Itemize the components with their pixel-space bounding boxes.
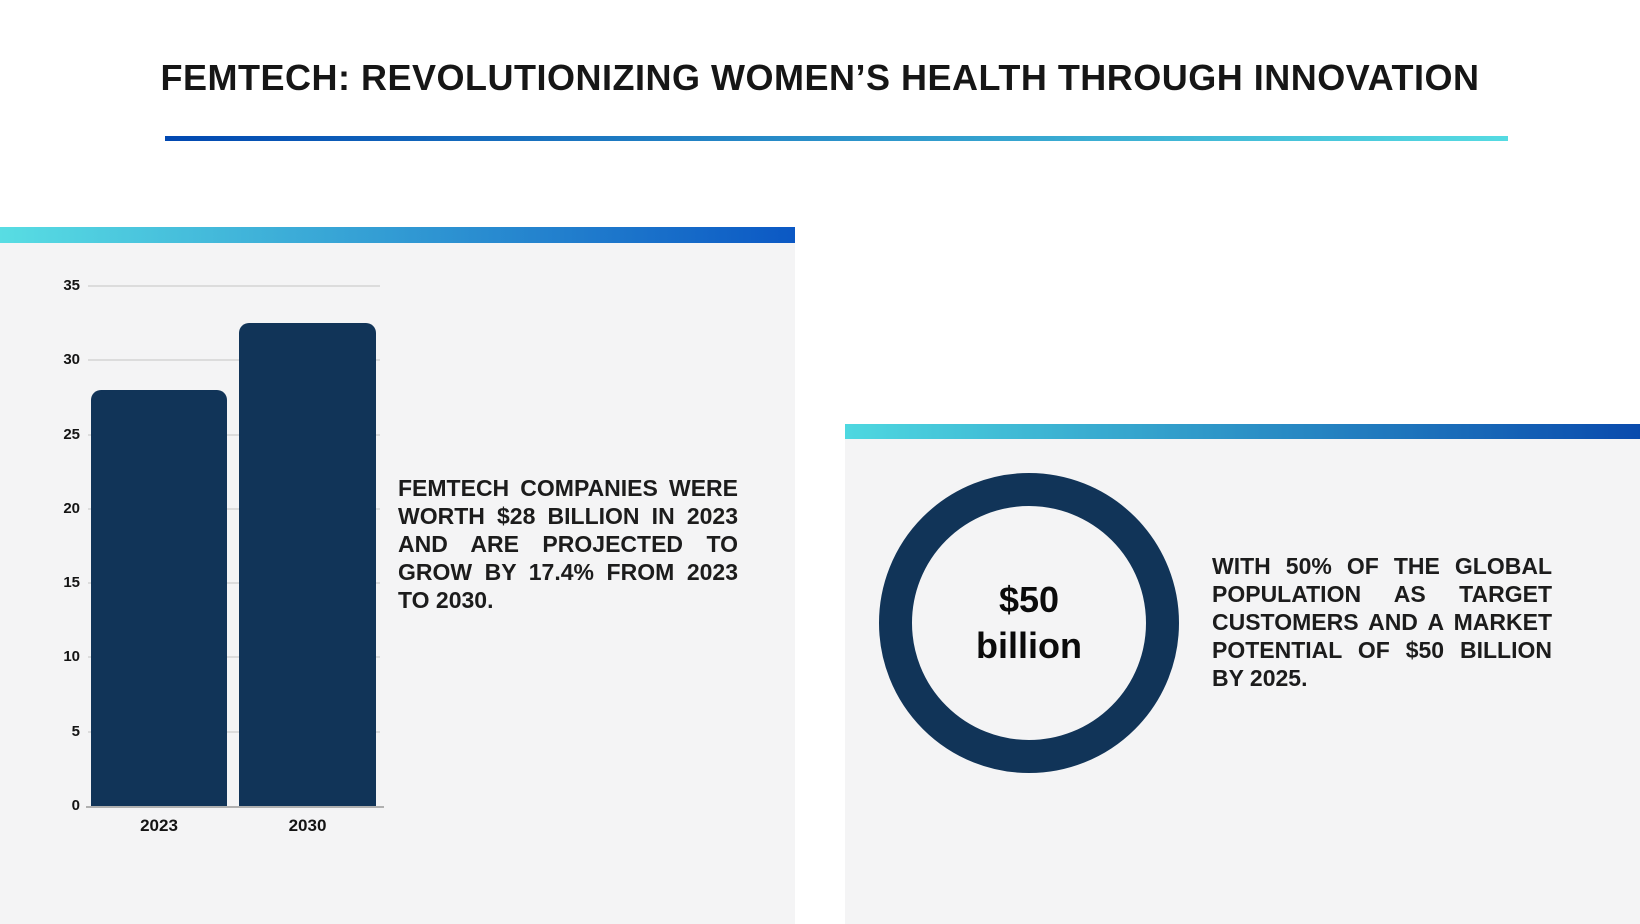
right-caption-text: WITH 50% OF THE GLOBAL POPULATION AS TAR…: [1212, 553, 1552, 691]
title-underline-gradient: [165, 136, 1508, 141]
ring-value-unit: billion: [976, 625, 1082, 666]
page-title: FEMTECH: REVOLUTIONIZING WOMEN’S HEALTH …: [160, 57, 1480, 98]
ring-value-amount: $50: [998, 579, 1060, 620]
ring-value: $50 billion: [976, 577, 1082, 669]
left-panel-top-gradient-bar: [0, 227, 795, 243]
right-panel-top-gradient-bar: [845, 424, 1640, 439]
left-caption-text: FEMTECH COMPANIES WERE WORTH $28 BILLION…: [398, 475, 738, 613]
ring-shape: $50 billion: [879, 473, 1179, 773]
